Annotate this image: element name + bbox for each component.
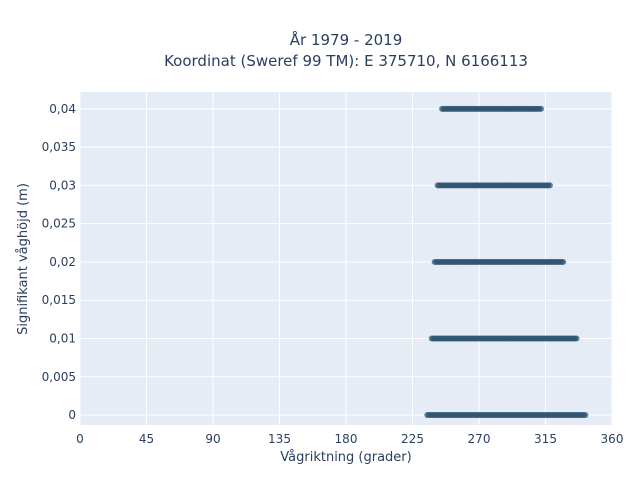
data-point [538, 105, 545, 112]
x-tick-label: 360 [601, 432, 624, 446]
x-tick-label: 270 [468, 432, 491, 446]
x-axis-ticks: 0 45 90 135 180 225 270 315 360 [76, 432, 623, 446]
y-tick-label: 0,01 [49, 331, 76, 345]
y-tick-label: 0 [68, 408, 76, 422]
x-tick-label: 90 [205, 432, 220, 446]
data-point [573, 335, 580, 342]
y-axis-title: Signifikant våghöjd (m) [16, 183, 31, 335]
data-point [582, 412, 589, 419]
y-tick-label: 0,005 [42, 370, 76, 384]
y-tick-label: 0,025 [42, 217, 76, 231]
chart-subtitle: Koordinat (Sweref 99 TM): E 375710, N 61… [164, 52, 528, 70]
x-tick-label: 45 [139, 432, 154, 446]
x-tick-label: 225 [401, 432, 424, 446]
x-tick-label: 180 [335, 432, 358, 446]
y-axis-ticks: 0 0,005 0,01 0,015 0,02 0,025 0,03 0,035 0,04 [42, 102, 76, 422]
data-point [560, 258, 567, 265]
x-tick-label: 0 [76, 432, 84, 446]
y-tick-label: 0,03 [49, 178, 76, 192]
data-points [424, 105, 589, 419]
y-tick-label: 0,015 [42, 293, 76, 307]
y-tick-label: 0,04 [49, 102, 76, 116]
y-tick-label: 0,035 [42, 140, 76, 154]
data-point [546, 182, 553, 189]
chart-title: År 1979 - 2019 [290, 30, 403, 49]
x-tick-label: 315 [534, 432, 557, 446]
y-tick-label: 0,02 [49, 255, 76, 269]
x-tick-label: 135 [268, 432, 291, 446]
x-axis-title: Vågriktning (grader) [280, 450, 411, 465]
